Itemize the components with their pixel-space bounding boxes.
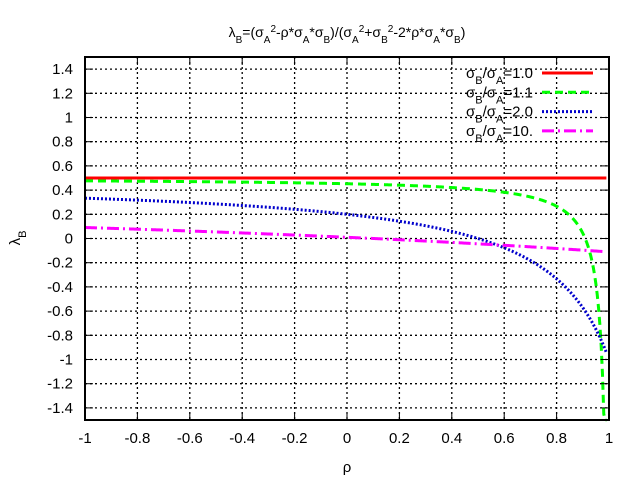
- y-tick-label: -1.4: [47, 400, 73, 417]
- x-tick-label: 0: [343, 430, 351, 447]
- x-tick-label: -0.2: [282, 430, 308, 447]
- y-tick-label: -1.2: [47, 376, 73, 393]
- x-tick-label: 0.4: [441, 430, 462, 447]
- y-tick-label: -0.8: [47, 327, 73, 344]
- y-tick-label: 0.8: [52, 134, 73, 151]
- y-tick-label: -0.6: [47, 303, 73, 320]
- series-line: [84, 196, 608, 354]
- series-line: [84, 179, 607, 422]
- x-tick-label: -0.6: [177, 430, 203, 447]
- grid: [84, 57, 610, 420]
- y-tick-label: 1: [65, 110, 73, 127]
- x-tick-label: -0.4: [229, 430, 255, 447]
- legend: σB/σA=1.0σB/σA=1.1σB/σA=2.0σB/σA=10.: [466, 65, 593, 145]
- y-tick-label: 1.4: [52, 61, 73, 78]
- legend-label: σB/σA=1.1: [466, 84, 533, 106]
- y-axis-label: λB: [7, 231, 29, 246]
- chart-title: λB=(σA2-ρ*σA*σB)/(σA2+σB2-2*ρ*σA*σB): [229, 24, 466, 46]
- x-tick-label: -1: [78, 430, 91, 447]
- series-lines: [84, 176, 608, 422]
- y-tick-label: -1: [60, 352, 73, 369]
- y-tick-label: 0.4: [52, 182, 73, 199]
- y-tick-label: -0.2: [47, 255, 73, 272]
- x-tick-label: 0.8: [546, 430, 567, 447]
- y-tick-label: -0.4: [47, 279, 73, 296]
- x-tick-label: -0.8: [124, 430, 150, 447]
- x-tick-label: 0.2: [389, 430, 410, 447]
- legend-label: σB/σA=2.0: [466, 104, 533, 126]
- y-tick-label: 0.2: [52, 206, 73, 223]
- y-tick-label: 0: [65, 231, 73, 248]
- x-tick-label: 0.6: [494, 430, 515, 447]
- legend-label: σB/σA=10.: [466, 123, 533, 145]
- axis-ticks: -1 -0.8 -0.6 -0.4 -0.2 0 0.2 0.4 0.6 0.8 1 -1.4 -1.2…: [47, 57, 613, 447]
- x-axis-label: ρ: [343, 459, 352, 476]
- x-tick-label: 1: [605, 430, 613, 447]
- y-tick-label: 0.6: [52, 158, 73, 175]
- y-tick-label: 1.2: [52, 85, 73, 102]
- series-line: [84, 226, 607, 254]
- legend-label: σB/σA=1.0: [466, 65, 533, 87]
